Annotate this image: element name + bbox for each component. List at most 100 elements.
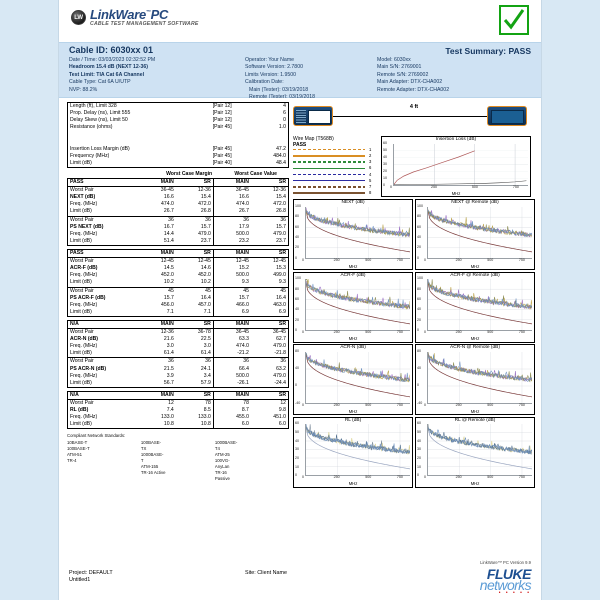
margin-main: 456.0 xyxy=(161,301,174,308)
value-sr: 15.3 xyxy=(276,265,286,272)
x-tick-label: 500 xyxy=(487,475,494,479)
header-line: Main S/N: 2769001 xyxy=(377,64,422,71)
value-main: 36-45 xyxy=(212,328,251,336)
header-line: Test Limit: TIA Cat 6A Channel xyxy=(69,71,145,78)
summary-info-band: Cable ID: 6030xx 01 Test Summary: PASS D… xyxy=(59,42,541,100)
cable-link-line xyxy=(333,116,487,117)
value-main: 17.9 xyxy=(212,223,251,231)
x-axis-label: MHz xyxy=(348,408,358,414)
project-info: Project: DEFAULT Untitled1 xyxy=(69,570,113,584)
networks-wordmark: networks xyxy=(479,577,532,593)
measure-value xyxy=(249,138,289,145)
y-tick-label: 60 xyxy=(295,297,299,301)
chart-rl-remote-db: RL @ Remote (dB) 0 10 20 30 40 50 60 0 250 500 750 M… xyxy=(415,416,535,488)
row-label: ACR-F (dB) xyxy=(70,265,98,272)
margin-sr: 15.4 xyxy=(200,194,211,201)
row-label: Limit (dB) xyxy=(70,309,92,315)
group-status: N/A xyxy=(67,391,139,400)
x-tick-label: 750 xyxy=(518,257,525,262)
chart-title: ACR-F @ Remote (dB) xyxy=(450,272,500,278)
margin-main: 36 xyxy=(138,215,176,224)
table-row: Insertion Loss Margin (dB) [Pair 45] 47.2 xyxy=(68,146,289,153)
margin-main: 36-45 xyxy=(160,187,174,193)
standard-item: 100BASE-TX xyxy=(140,439,161,451)
x-tick-label: 250 xyxy=(455,257,462,262)
y-tick-label: 80 xyxy=(295,286,299,291)
table-row: Length (ft), Limit 328 [Pair 12] 4 xyxy=(68,103,289,111)
header-line: Model: 6030xx xyxy=(377,57,411,63)
table-row: PS NEXT (dB) 16.7 15.7 17.9 15.7 xyxy=(68,223,289,231)
y-tick-label: 100 xyxy=(417,276,423,281)
measure-label: Limit (dB) xyxy=(70,159,92,166)
margin-main: 474.0 xyxy=(161,201,174,208)
x-axis-ticks: 0 250 500 750 xyxy=(294,330,412,336)
results-column: Length (ft), Limit 328 [Pair 12] 4 Prop. De… xyxy=(67,102,289,482)
value-main: 15.7 xyxy=(212,294,251,302)
project-file: Untitled1 xyxy=(69,577,91,583)
y-tick-label: 100 xyxy=(295,276,301,281)
table-row: Freq. (MHz) 14.4 479.0 500.0 479.0 xyxy=(68,230,289,239)
standard-item: 100VG-AnyLan xyxy=(214,457,230,469)
y-tick-label: 80 xyxy=(417,348,421,353)
margin-main: 7.4 xyxy=(166,406,174,413)
margin-sr: 7.1 xyxy=(203,309,211,315)
wire-pin-number: 4 xyxy=(369,171,372,177)
row-label: Limit (dB) xyxy=(70,238,92,245)
measure-pair: [Pair 40] xyxy=(212,159,232,166)
x-axis-ticks: 0 250 500 750 xyxy=(294,257,412,264)
margin-sr: 26.8 xyxy=(200,208,211,215)
x-axis-label: MHz xyxy=(348,336,358,341)
value-sr: 12 xyxy=(280,399,286,406)
y-tick-label: 10 xyxy=(417,464,421,469)
row-label: Limit (dB) xyxy=(70,421,92,428)
col-value-sr: SR xyxy=(250,320,289,329)
y-tick-label: 50 xyxy=(383,147,387,152)
value-sr: 12-36 xyxy=(272,187,286,193)
col-margin-sr: SR xyxy=(175,391,214,400)
x-tick-label: 0 xyxy=(424,330,426,334)
value-sr: 12-45 xyxy=(272,257,286,264)
value-sr: 45 xyxy=(250,286,289,295)
standard-item: TR-16 Active xyxy=(140,469,166,475)
header-line: Software Version: 2.7800 xyxy=(245,64,303,71)
worst-case-headers: Worst Case Margin Worst Case Value xyxy=(67,171,289,177)
value-main: 36-45 xyxy=(212,186,251,195)
y-tick-label: 80 xyxy=(417,214,421,219)
wire-pair-line xyxy=(293,161,365,163)
plot-area xyxy=(305,351,410,404)
x-tick-label: 500 xyxy=(365,402,372,407)
table-row xyxy=(68,138,289,145)
x-tick-label: 750 xyxy=(396,257,403,262)
chart-title: RL @ Remote (dB) xyxy=(454,417,496,423)
row-label: NEXT (dB) xyxy=(70,194,96,201)
row-label: Freq. (MHz) xyxy=(70,201,98,208)
value-sr: 479.0 xyxy=(273,343,286,350)
table-row: Limit (dB) [Pair 40] 48.4 xyxy=(68,160,289,168)
value-main: 66.4 xyxy=(212,365,251,373)
x-tick-label: 0 xyxy=(302,257,304,262)
compliant-standards: Compliant Network Standards: 10BASE-T 100… xyxy=(67,433,289,482)
margin-sr: 3.4 xyxy=(203,372,211,379)
value-main: 466.0 xyxy=(212,301,251,309)
x-tick-label: 250 xyxy=(333,475,340,479)
measurement-groups: PASS MAIN SR MAIN SR Worst Pair 36-45 12-36 36-4… xyxy=(67,177,289,430)
y-tick-label: 0 xyxy=(417,255,419,260)
col-margin-sr: SR xyxy=(175,249,214,258)
chart-title: NEXT @ Remote (dB) xyxy=(451,200,499,205)
measure-pair: [Pair 12] xyxy=(212,117,232,124)
header-line: Date / Time: 03/03/2023 02:32:52 PM xyxy=(69,57,156,63)
value-main: 36 xyxy=(212,357,251,366)
wire-pin-number: 5 xyxy=(369,177,372,183)
chart-title: ACR-N @ Remote (dB) xyxy=(450,345,500,350)
margin-main: 16.6 xyxy=(163,194,174,201)
y-tick-label: 50 xyxy=(295,429,299,434)
wire-pin-number: 7 xyxy=(369,184,372,189)
table-row: Limit (dB) 10.8 10.8 6.0 6.0 xyxy=(68,421,289,429)
margin-main: 133.0 xyxy=(161,414,174,421)
y-tick-label: 60 xyxy=(383,140,387,145)
y-tick-label: 20 xyxy=(417,455,421,460)
header-line: Limits Version: 1.9500 xyxy=(245,71,297,78)
margin-main: 12 xyxy=(168,399,174,406)
value-sr: 15.4 xyxy=(276,194,286,201)
x-tick-label: 750 xyxy=(518,330,525,334)
